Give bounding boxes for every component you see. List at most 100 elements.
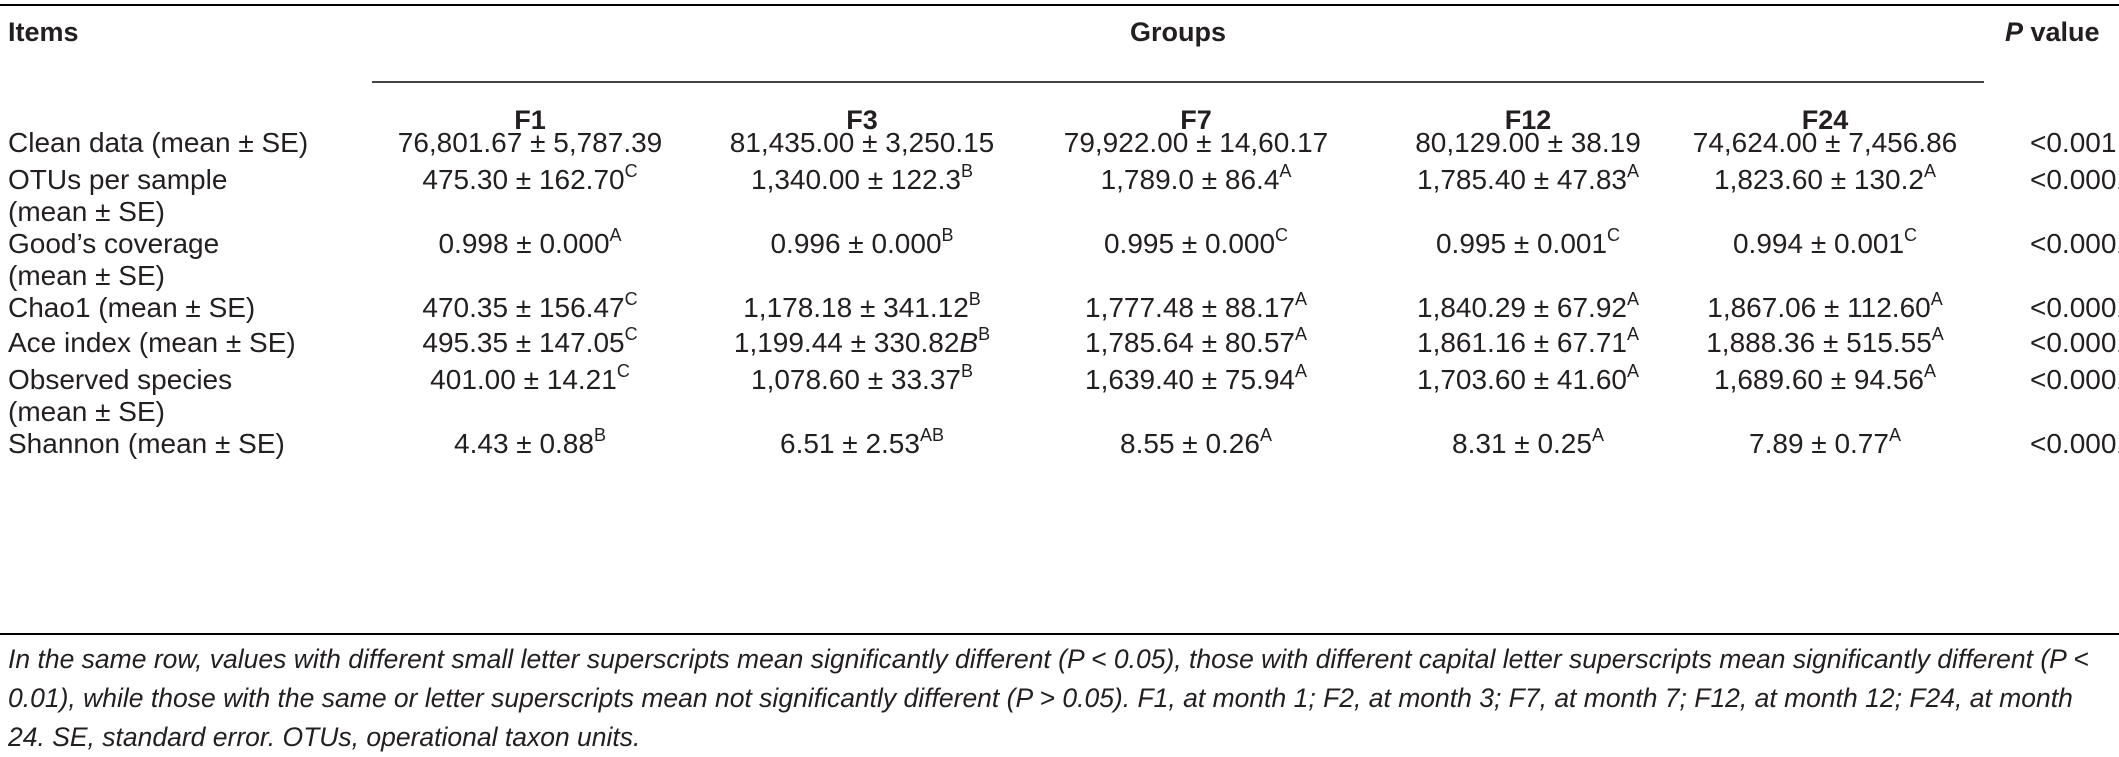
cell-value: 1,777.48 ± 88.17 [1084, 292, 1295, 323]
table-bottom-rule [0, 633, 2119, 635]
table-cell: 0.998 ± 0.000A [438, 224, 621, 264]
cell-superscript: A [1294, 323, 1308, 344]
table-cell: 4.43 ± 0.88B [454, 424, 606, 464]
cell-value: 1,789.0 ± 86.4 [1100, 164, 1280, 195]
cell-value: 4.43 ± 0.88 [454, 428, 594, 459]
cell-value: 0.996 ± 0.000 [770, 228, 942, 259]
col-header-f12: F12 [1504, 105, 1552, 135]
col-header-f7: F7 [1180, 105, 1212, 135]
table-cell: 470.35 ± 156.47C [422, 288, 637, 328]
cell-value: 1,840.29 ± 67.92 [1416, 292, 1627, 323]
cell-superscript: B [960, 360, 974, 381]
p-value-cell: <0.0001 [2030, 428, 2119, 459]
table-cell: 1,888.36 ± 515.55A [1706, 323, 1944, 363]
table-cell: 1,078.60 ± 33.37B [751, 360, 973, 400]
cell-superscript: A [1591, 424, 1604, 445]
table-cell: 1,785.40 ± 47.83A [1417, 160, 1639, 200]
table-cell: 79,922.00 ± 14,60.17 [1064, 123, 1328, 163]
cell-superscript: C [1904, 224, 1918, 245]
row-label-line2: (mean ± SE) [8, 196, 165, 227]
cell-superscript: B [941, 224, 954, 245]
cell-value: 1,078.60 ± 33.37 [750, 364, 961, 395]
cell-value: 1,861.16 ± 67.71 [1416, 327, 1627, 358]
cell-value: 1,340.00 ± 122.3 [750, 164, 961, 195]
table-cell: 495.35 ± 147.05C [422, 323, 637, 363]
groups-underline [372, 81, 1984, 83]
cell-superscript: A [1626, 288, 1640, 309]
p-value-cell: <0.0001 [2030, 164, 2119, 195]
row-label: Ace index (mean ± SE) [8, 327, 296, 358]
table-cell: 81,435.00 ± 3,250.15 [730, 123, 994, 163]
cell-superscript: A [1294, 288, 1308, 309]
cell-value: 1,823.60 ± 130.2 [1713, 164, 1924, 195]
cell-superscript: A [1626, 323, 1640, 344]
cell-superscript: A [1279, 160, 1292, 181]
table-cell: 0.994 ± 0.001C [1733, 224, 1917, 264]
cell-value: 0.994 ± 0.001 [1732, 228, 1905, 259]
cell-value: 81,435.00 ± 3,250.15 [729, 127, 995, 158]
cell-italic-letter: B [959, 327, 979, 358]
header-p-rest: value [2023, 17, 2100, 47]
cell-superscript: A [1923, 160, 1937, 181]
cell-value: 470.35 ± 156.47 [422, 292, 625, 323]
row-label: Observed species [8, 364, 233, 395]
cell-value: 0.995 ± 0.001 [1435, 228, 1608, 259]
p-value-cell: <0.001 [2030, 127, 2117, 158]
table-cell: 1,777.48 ± 88.17A [1085, 288, 1307, 328]
cell-value: 1,639.40 ± 75.94 [1084, 364, 1295, 395]
cell-superscript: A [1626, 160, 1640, 181]
row-label: Good’s coverage [8, 228, 220, 259]
cell-value: 1,703.60 ± 41.60 [1416, 364, 1627, 395]
row-label-line2: (mean ± SE) [8, 396, 165, 427]
table-cell: 1,178.18 ± 341.12B [743, 288, 981, 328]
col-header-f3: F3 [846, 105, 878, 135]
p-value-cell: <0.0001 [2030, 228, 2119, 259]
cell-superscript: A [609, 224, 622, 245]
cell-value: 1,689.60 ± 94.56 [1713, 364, 1924, 395]
cell-superscript: C [624, 288, 638, 309]
table-cell: 475.30 ± 162.70C [422, 160, 637, 200]
table-cell: 1,639.40 ± 75.94A [1085, 360, 1307, 400]
row-label: Clean data (mean ± SE) [8, 127, 309, 158]
table-cell: 0.995 ± 0.000C [1104, 224, 1288, 264]
table-cell: 8.55 ± 0.26A [1120, 424, 1272, 464]
cell-value: 1,785.64 ± 80.57 [1084, 327, 1295, 358]
cell-superscript: B [978, 323, 991, 344]
table-cell: 1,689.60 ± 94.56A [1714, 360, 1936, 400]
col-header-f1: F1 [514, 105, 546, 135]
table-cell: 401.00 ± 14.21C [430, 360, 630, 400]
p-value-cell: <0.0001 [2030, 292, 2119, 323]
table-cell: 1,703.60 ± 41.60A [1417, 360, 1639, 400]
cell-superscript: A [1294, 360, 1308, 381]
cell-value: 6.51 ± 2.53 [780, 428, 920, 459]
row-label: OTUs per sample [8, 164, 228, 195]
table-top-rule [0, 4, 2119, 6]
p-value-cell: <0.0001 [2030, 327, 2119, 358]
cell-superscript: A [1626, 360, 1640, 381]
table-cell: 1,340.00 ± 122.3B [751, 160, 973, 200]
cell-superscript: AB [919, 424, 944, 445]
cell-superscript: A [1931, 323, 1944, 344]
table-cell: 8.31 ± 0.25A [1452, 424, 1604, 464]
table-cell: 1,789.0 ± 86.4A [1101, 160, 1292, 200]
cell-superscript: A [1259, 424, 1272, 445]
header-items: Items [8, 17, 79, 47]
cell-value: 74,624.00 ± 7,456.86 [1692, 127, 1958, 158]
col-header-f24: F24 [1801, 105, 1849, 135]
cell-superscript: A [1888, 424, 1901, 445]
cell-superscript: C [624, 160, 638, 181]
table-cell: 1,823.60 ± 130.2A [1714, 160, 1936, 200]
p-value-cell: <0.0001 [2030, 364, 2119, 395]
table-footnote: In the same row, values with different s… [8, 644, 2089, 752]
cell-superscript: A [1930, 288, 1943, 309]
cell-superscript: C [616, 360, 630, 381]
cell-value: 401.00 ± 14.21 [430, 364, 617, 395]
header-p-value: P value [2005, 16, 2100, 48]
table-cell: 7.89 ± 0.77A [1749, 424, 1901, 464]
cell-superscript: B [593, 424, 606, 445]
cell-value: 76,801.67 ± 5,787.39 [397, 127, 663, 158]
cell-superscript: C [1607, 224, 1621, 245]
table-cell: 1,840.29 ± 67.92A [1417, 288, 1639, 328]
cell-value: 1,178.18 ± 341.12 [743, 292, 969, 323]
cell-value: 8.31 ± 0.25 [1452, 428, 1592, 459]
